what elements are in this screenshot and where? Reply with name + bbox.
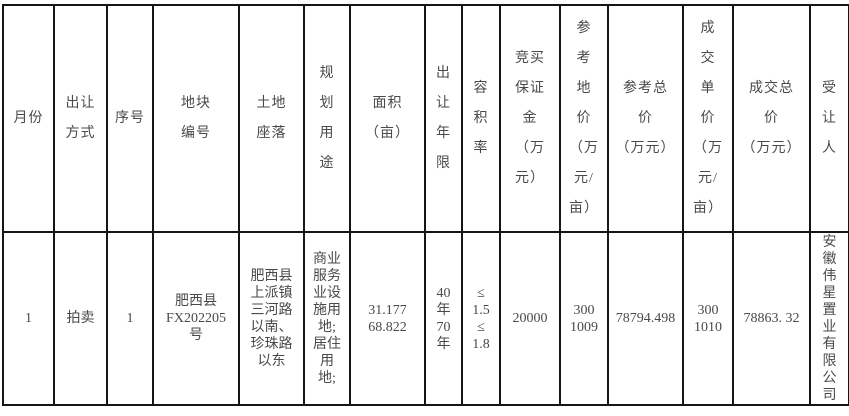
table-row: 1 拍卖 1 肥西县 FX202205 号 肥西县 上派镇 三河路 以南、 珍珠…: [2, 231, 849, 406]
header-cell-deal-total-price: 成交总 价 （万元）: [732, 4, 811, 233]
cell-month: 1: [2, 231, 55, 406]
table-body: 1 拍卖 1 肥西县 FX202205 号 肥西县 上派镇 三河路 以南、 珍珠…: [2, 231, 849, 406]
header-cell-month: 月份: [2, 4, 55, 233]
cell-plot-number: 肥西县 FX202205 号: [152, 231, 240, 406]
header-cell-land-location: 土地 座落: [238, 4, 305, 233]
header-cell-plot-ratio: 容 积 率: [461, 4, 501, 233]
header-row: 月份 出让 方式 序号 地块 编号 土地 座落 规 划 用 途 面积 （亩） 出…: [2, 4, 849, 233]
header-cell-reference-total-price: 参考总 价 （万元）: [607, 4, 684, 233]
land-auction-table: 月份 出让 方式 序号 地块 编号 土地 座落 规 划 用 途 面积 （亩） 出…: [2, 4, 849, 406]
cell-reference-total-price: 78794.498: [607, 231, 684, 406]
header-cell-serial-number: 序号: [106, 4, 154, 233]
cell-land-location: 肥西县 上派镇 三河路 以南、 珍珠路 以东: [238, 231, 305, 406]
header-cell-plot-number: 地块 编号: [152, 4, 240, 233]
cell-transfer-term: 40 年 70 年: [424, 231, 463, 406]
header-cell-transfer-method: 出让 方式: [53, 4, 108, 233]
header-cell-planned-use: 规 划 用 途: [303, 4, 351, 233]
header-cell-transferee: 受 让 人: [809, 4, 849, 233]
cell-bid-deposit: 20000: [499, 231, 561, 406]
header-cell-area-mu: 面积 （亩）: [349, 4, 426, 233]
cell-plot-ratio: ≤ 1.5 ≤ 1.8: [461, 231, 501, 406]
header-cell-reference-unit-price: 参 考 地 价 （万 元/ 亩）: [559, 4, 609, 233]
cell-reference-unit-price: 300 1009: [559, 231, 609, 406]
page: 月份 出让 方式 序号 地块 编号 土地 座落 规 划 用 途 面积 （亩） 出…: [0, 4, 849, 416]
header-cell-deal-unit-price: 成 交 单 价 （万 元/ 亩）: [682, 4, 734, 233]
cell-transfer-method: 拍卖: [53, 231, 108, 406]
cell-area-mu: 31.177 68.822: [349, 231, 426, 406]
table-header: 月份 出让 方式 序号 地块 编号 土地 座落 规 划 用 途 面积 （亩） 出…: [2, 4, 849, 233]
header-cell-bid-deposit: 竞买 保证 金 （万 元）: [499, 4, 561, 233]
cell-planned-use: 商业 服务 业设 施用 地; 居住 用 地;: [303, 231, 351, 406]
cell-serial-number: 1: [106, 231, 154, 406]
header-cell-transfer-term: 出 让 年 限: [424, 4, 463, 233]
cell-deal-total-price: 78863. 32: [732, 231, 811, 406]
cell-transferee: 安 徽 伟 星 置 业 有 限 公 司: [809, 231, 849, 406]
cell-deal-unit-price: 300 1010: [682, 231, 734, 406]
